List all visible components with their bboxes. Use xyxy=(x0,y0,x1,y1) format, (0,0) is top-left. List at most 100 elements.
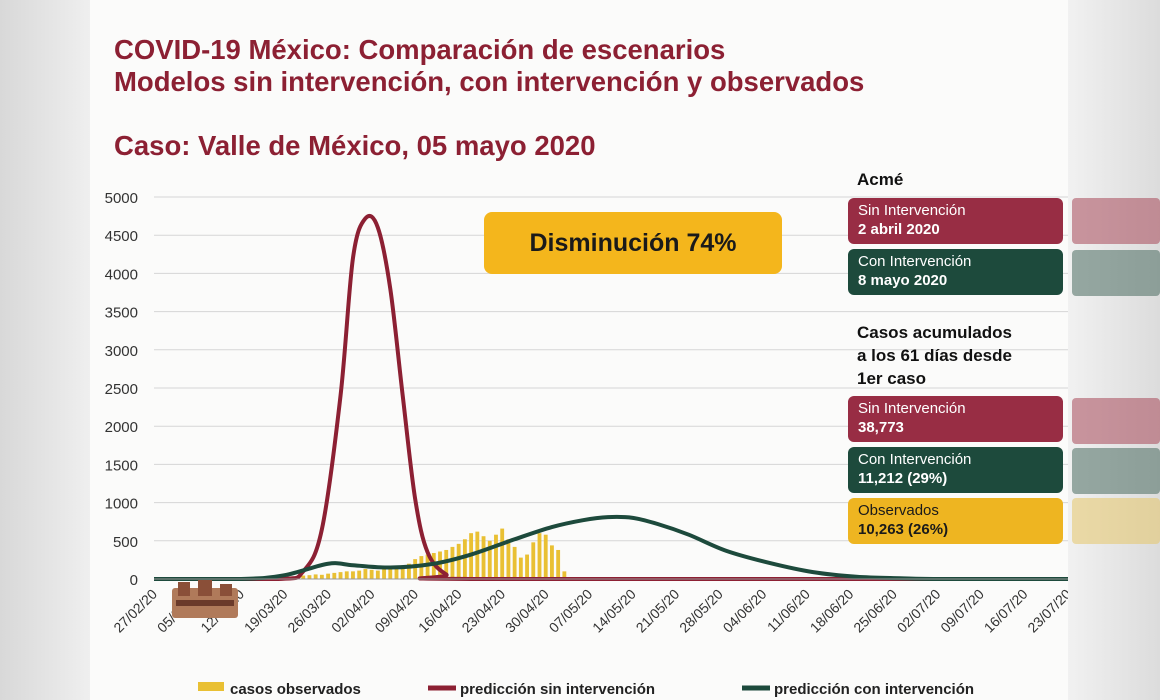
legend-label: casos observados xyxy=(230,681,361,698)
x-tick-label: 09/04/20 xyxy=(371,586,421,636)
y-tick-label: 1500 xyxy=(105,457,138,474)
observed-bar xyxy=(413,559,418,579)
observed-bar xyxy=(531,542,536,579)
x-tick-label: 28/05/20 xyxy=(676,586,726,636)
observed-bar xyxy=(543,534,548,579)
cum-con-box: Con Intervención 11,212 (29%) xyxy=(848,447,1063,493)
cum-sin-value: 38,773 xyxy=(858,419,904,436)
y-tick-label: 500 xyxy=(113,534,138,551)
peak-con-value: 8 mayo 2020 xyxy=(858,272,948,289)
x-tick-label: 27/02/20 xyxy=(110,586,160,636)
decrease-badge: Disminución 74% xyxy=(484,212,782,274)
x-tick-label: 02/07/20 xyxy=(894,586,944,636)
observed-bar xyxy=(512,546,517,579)
observed-bar xyxy=(481,536,486,579)
background-shape xyxy=(1072,448,1160,494)
x-tick-label: 11/06/20 xyxy=(764,586,813,635)
observed-bar xyxy=(462,539,467,579)
x-tick-label: 23/07/20 xyxy=(1024,586,1068,636)
x-tick-label: 30/04/20 xyxy=(502,586,552,636)
observed-bar xyxy=(494,534,498,579)
x-tick-label: 04/06/20 xyxy=(720,586,770,636)
cumulative-heading: Casos acumulados a los 61 días desde 1er… xyxy=(857,321,1012,390)
observed-bar xyxy=(500,528,505,579)
observed-bar xyxy=(326,573,331,579)
cumulative-heading-line-1: Casos acumulados xyxy=(857,323,1012,342)
x-tick-label: 21/05/20 xyxy=(633,586,683,636)
peak-heading: Acmé xyxy=(857,170,904,189)
legend-label: predicción con intervención xyxy=(774,681,974,698)
observed-bar xyxy=(307,575,312,579)
y-tick-label: 5000 xyxy=(105,190,138,207)
observed-bar xyxy=(313,574,318,579)
observed-bar xyxy=(332,572,337,579)
observed-bar xyxy=(388,568,393,579)
cumulative-heading-line-3: 1er caso xyxy=(857,369,926,388)
peak-con-label: Con Intervención xyxy=(858,253,972,270)
observed-bar xyxy=(369,569,374,579)
legend-swatch xyxy=(198,682,224,691)
observed-bar xyxy=(450,546,455,579)
x-tick-label: 14/05/20 xyxy=(589,586,639,636)
y-tick-label: 2000 xyxy=(105,419,138,436)
observed-bar xyxy=(506,539,511,579)
x-tick-label: 26/03/20 xyxy=(284,586,334,636)
cum-con-label: Con Intervención xyxy=(858,451,972,468)
observed-bar xyxy=(487,540,492,579)
cum-obs-box: Observados 10,263 (26%) xyxy=(848,498,1063,544)
background-shape xyxy=(1072,250,1160,296)
background-left xyxy=(0,0,90,700)
observed-bar xyxy=(382,569,386,579)
cum-obs-value: 10,263 (26%) xyxy=(858,521,949,538)
peak-sin-label: Sin Intervención xyxy=(858,202,966,219)
y-tick-label: 3500 xyxy=(105,305,138,322)
background-shape xyxy=(1072,198,1160,244)
y-tick-label: 4500 xyxy=(105,228,138,245)
x-tick-label: 02/04/20 xyxy=(328,586,378,636)
x-tick-label: 16/07/20 xyxy=(981,586,1031,636)
decrease-badge-text: Disminución 74% xyxy=(529,228,737,257)
background-shape xyxy=(1072,398,1160,444)
x-tick-label: 09/07/20 xyxy=(937,586,987,636)
cumulative-heading-line-2: a los 61 días desde xyxy=(857,346,1012,365)
observed-bar xyxy=(357,570,362,579)
x-tick-label: 18/06/20 xyxy=(807,586,857,636)
chart-title: COVID-19 México: Comparación de escenari… xyxy=(114,34,864,98)
x-tick-label: 07/05/20 xyxy=(546,586,596,636)
x-tick-label: 25/06/20 xyxy=(850,586,900,636)
observed-bar xyxy=(419,556,424,579)
y-tick-label: 2500 xyxy=(105,381,138,398)
observed-bar xyxy=(425,554,430,579)
cum-obs-label: Observados xyxy=(858,502,939,519)
observed-bar xyxy=(406,563,411,579)
observed-bar xyxy=(444,549,449,579)
observed-bar xyxy=(475,531,480,579)
observed-bar xyxy=(518,557,523,579)
observed-bar xyxy=(394,567,399,579)
y-tick-label: 3000 xyxy=(105,343,138,360)
observed-bar xyxy=(319,574,324,579)
observed-bar xyxy=(344,571,349,579)
y-tick-label: 0 xyxy=(130,572,138,589)
y-tick-label: 1000 xyxy=(105,496,138,513)
title-line-1: COVID-19 México: Comparación de escenari… xyxy=(114,34,726,65)
observed-bar xyxy=(301,575,306,579)
x-tick-label: 19/03/20 xyxy=(241,586,291,636)
y-tick-label: 4000 xyxy=(105,266,138,283)
peak-con-box: Con Intervención 8 mayo 2020 xyxy=(848,249,1063,295)
cum-sin-box: Sin Intervención 38,773 xyxy=(848,396,1063,442)
observed-bar xyxy=(550,545,554,579)
observed-bar xyxy=(338,572,343,579)
observed-bar xyxy=(375,570,380,579)
observed-bar xyxy=(351,571,355,579)
observed-bar xyxy=(556,549,561,579)
observed-bar xyxy=(456,543,461,579)
background-shape xyxy=(1072,498,1160,544)
x-tick-label: 16/04/20 xyxy=(415,586,465,636)
legend-label: predicción sin intervención xyxy=(460,681,655,698)
slide: COVID-19 México: Comparación de escenari… xyxy=(90,0,1068,700)
series-line-con-intervencion xyxy=(154,514,1068,582)
x-tick-label: 23/04/20 xyxy=(458,586,508,636)
observed-bar xyxy=(525,554,529,579)
title-line-2: Modelos sin intervención, con intervenci… xyxy=(114,66,865,97)
